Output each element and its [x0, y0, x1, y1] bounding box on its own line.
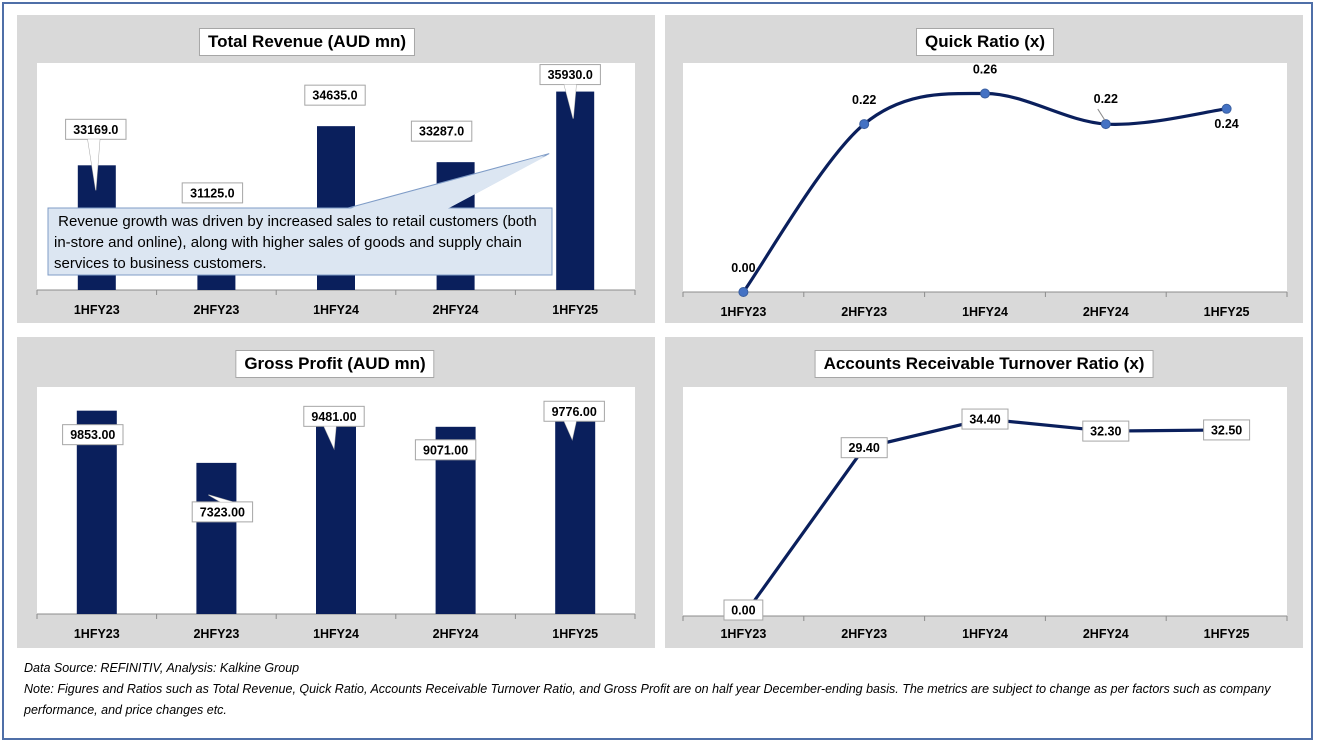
revenue-panel: Total Revenue (AUD mn) 1HFY23 2HFY23 1HFY2… [17, 15, 655, 323]
revenue-data-label-pointer-fill [564, 84, 577, 119]
revenue-data-label: 34635.0 [312, 89, 357, 103]
quick-ratio-point [738, 287, 749, 297]
art-data-label-box [1082, 420, 1130, 442]
gross-profit-data-label-box [303, 405, 365, 427]
revenue-x-tick-label: 1HFY23 [74, 303, 120, 317]
gross-profit-data-label: 7323.00 [200, 505, 245, 519]
art-data-label: 34.40 [969, 413, 1000, 427]
art-x-tick-label: 2HFY23 [841, 627, 887, 641]
revenue-annotation-box [47, 207, 553, 276]
quick-ratio-line [741, 91, 1229, 294]
revenue-data-label-box [304, 84, 366, 106]
quick-ratio-chart: 1HFY23 2HFY23 1HFY24 2HFY24 1HFY25 0.00 0.22 0.… [682, 63, 1288, 319]
revenue-data-label-box [181, 182, 244, 204]
gross-profit-data-label: 9853.00 [70, 428, 115, 442]
gross-profit-data-label: 9776.00 [552, 405, 597, 419]
gross-profit-data-label: 9071.00 [423, 443, 468, 457]
data-source-text: Data Source: REFINITIV, Analysis: Kalkin… [24, 661, 300, 675]
art-data-label: 29.40 [849, 441, 880, 455]
gross-profit-data-label: 9481.00 [311, 410, 356, 424]
quick-ratio-point [1100, 119, 1111, 130]
art-x-tick-label: 1HFY25 [1204, 627, 1250, 641]
revenue-bar [556, 91, 595, 291]
gross-profit-chart: 1HFY23 2HFY23 1HFY24 2HFY24 1HFY25 9853.00 732… [36, 400, 636, 641]
gross-profit-data-label-box [62, 424, 124, 446]
art-data-label-box [840, 437, 888, 459]
gross-x-tick-label: 1HFY23 [74, 627, 120, 641]
revenue-data-label: 33169.0 [73, 123, 118, 137]
art-x-tick-label: 1HFY23 [720, 627, 766, 641]
gross-profit-bar [555, 412, 596, 614]
revenue-x-tick-label: 2HFY23 [193, 303, 239, 317]
art-x-tick-label: 2HFY24 [1083, 627, 1129, 641]
revenue-annotation-pointer-fill [349, 155, 548, 209]
gross-profit-bar [316, 418, 356, 614]
quick-ratio-data-label: 0.24 [1214, 117, 1238, 131]
revenue-x-tick-label: 1HFY25 [552, 303, 598, 317]
art-data-label-box [1203, 419, 1251, 441]
quick-ratio-data-label: 0.00 [731, 261, 755, 275]
art-data-label-box [723, 599, 764, 621]
revenue-x-tick-label: 2HFY24 [433, 303, 479, 317]
gross-profit-chart-title: Gross Profit (AUD mn) [235, 350, 435, 378]
quick-ratio-chart-title: Quick Ratio (x) [916, 28, 1054, 56]
art-x-tick-label: 1HFY24 [962, 627, 1008, 641]
revenue-data-label-pointer-fill [87, 139, 100, 191]
quick-x-tick-label: 1HFY25 [1204, 305, 1250, 319]
art-panel: Accounts Receivable Turnover Ratio (x) 1… [665, 337, 1303, 648]
revenue-data-label: 31125.0 [190, 186, 235, 200]
quick-ratio-point [859, 119, 870, 130]
gross-profit-bar [196, 462, 237, 614]
quick-ratio-leader-line [1097, 108, 1106, 121]
gross-profit-data-label-pointer-fill [208, 494, 233, 502]
gross-x-tick-label: 1HFY25 [552, 627, 598, 641]
gross-x-tick-label: 2HFY23 [193, 627, 239, 641]
art-data-label: 32.50 [1211, 423, 1242, 437]
quick-ratio-plot-area [683, 63, 1287, 292]
quick-x-tick-label: 2HFY23 [841, 305, 887, 319]
revenue-chart: 1HFY23 2HFY23 1HFY24 2HFY24 1HFY25 33169.0 311… [36, 64, 636, 317]
art-chart: 1HFY23 2HFY23 1HFY24 2HFY24 1HFY25 0.00 29.40 3… [682, 408, 1288, 641]
footer: Data Source: REFINITIV, Analysis: Kalkin… [24, 658, 1304, 721]
quick-x-tick-label: 1HFY24 [962, 305, 1008, 319]
gross-x-tick-label: 2HFY24 [433, 627, 479, 641]
quick-ratio-data-label: 0.22 [1094, 92, 1118, 106]
gross-profit-panel: Gross Profit (AUD mn) 1HFY23 2HFY23 1HFY24… [17, 337, 655, 648]
art-data-label: 0.00 [731, 604, 755, 618]
art-line [742, 417, 1227, 617]
revenue-data-label-box [410, 120, 473, 142]
quick-ratio-data-label: 0.26 [973, 63, 997, 77]
revenue-annotation: Revenue growth was driven by increased s… [54, 213, 541, 272]
quick-x-tick-label: 1HFY23 [720, 305, 766, 319]
revenue-x-tick-label: 1HFY24 [313, 303, 359, 317]
revenue-data-label: 33287.0 [419, 125, 464, 139]
gross-profit-data-label-box [414, 439, 477, 461]
quick-x-tick-label: 2HFY24 [1083, 305, 1129, 319]
gross-profit-data-label-pointer-fill [564, 421, 577, 440]
art-data-label: 32.30 [1090, 425, 1121, 439]
quick-ratio-panel: Quick Ratio (x) 1HFY23 2HFY23 1HFY24 2HFY24… [665, 15, 1303, 323]
gross-profit-data-label-pointer-fill [324, 426, 336, 449]
gross-x-tick-label: 1HFY24 [313, 627, 359, 641]
note-text: Note: Figures and Ratios such as Total R… [24, 682, 1271, 717]
revenue-annotation-text: Revenue growth was driven by increased s… [54, 213, 541, 272]
revenue-chart-title: Total Revenue (AUD mn) [198, 28, 416, 56]
quick-ratio-point [1221, 103, 1232, 114]
art-data-label-box [961, 408, 1009, 430]
revenue-data-label: 35930.0 [548, 68, 593, 82]
quick-ratio-point [980, 88, 990, 99]
quick-ratio-data-label: 0.22 [852, 93, 876, 107]
art-chart-title: Accounts Receivable Turnover Ratio (x) [814, 350, 1154, 378]
